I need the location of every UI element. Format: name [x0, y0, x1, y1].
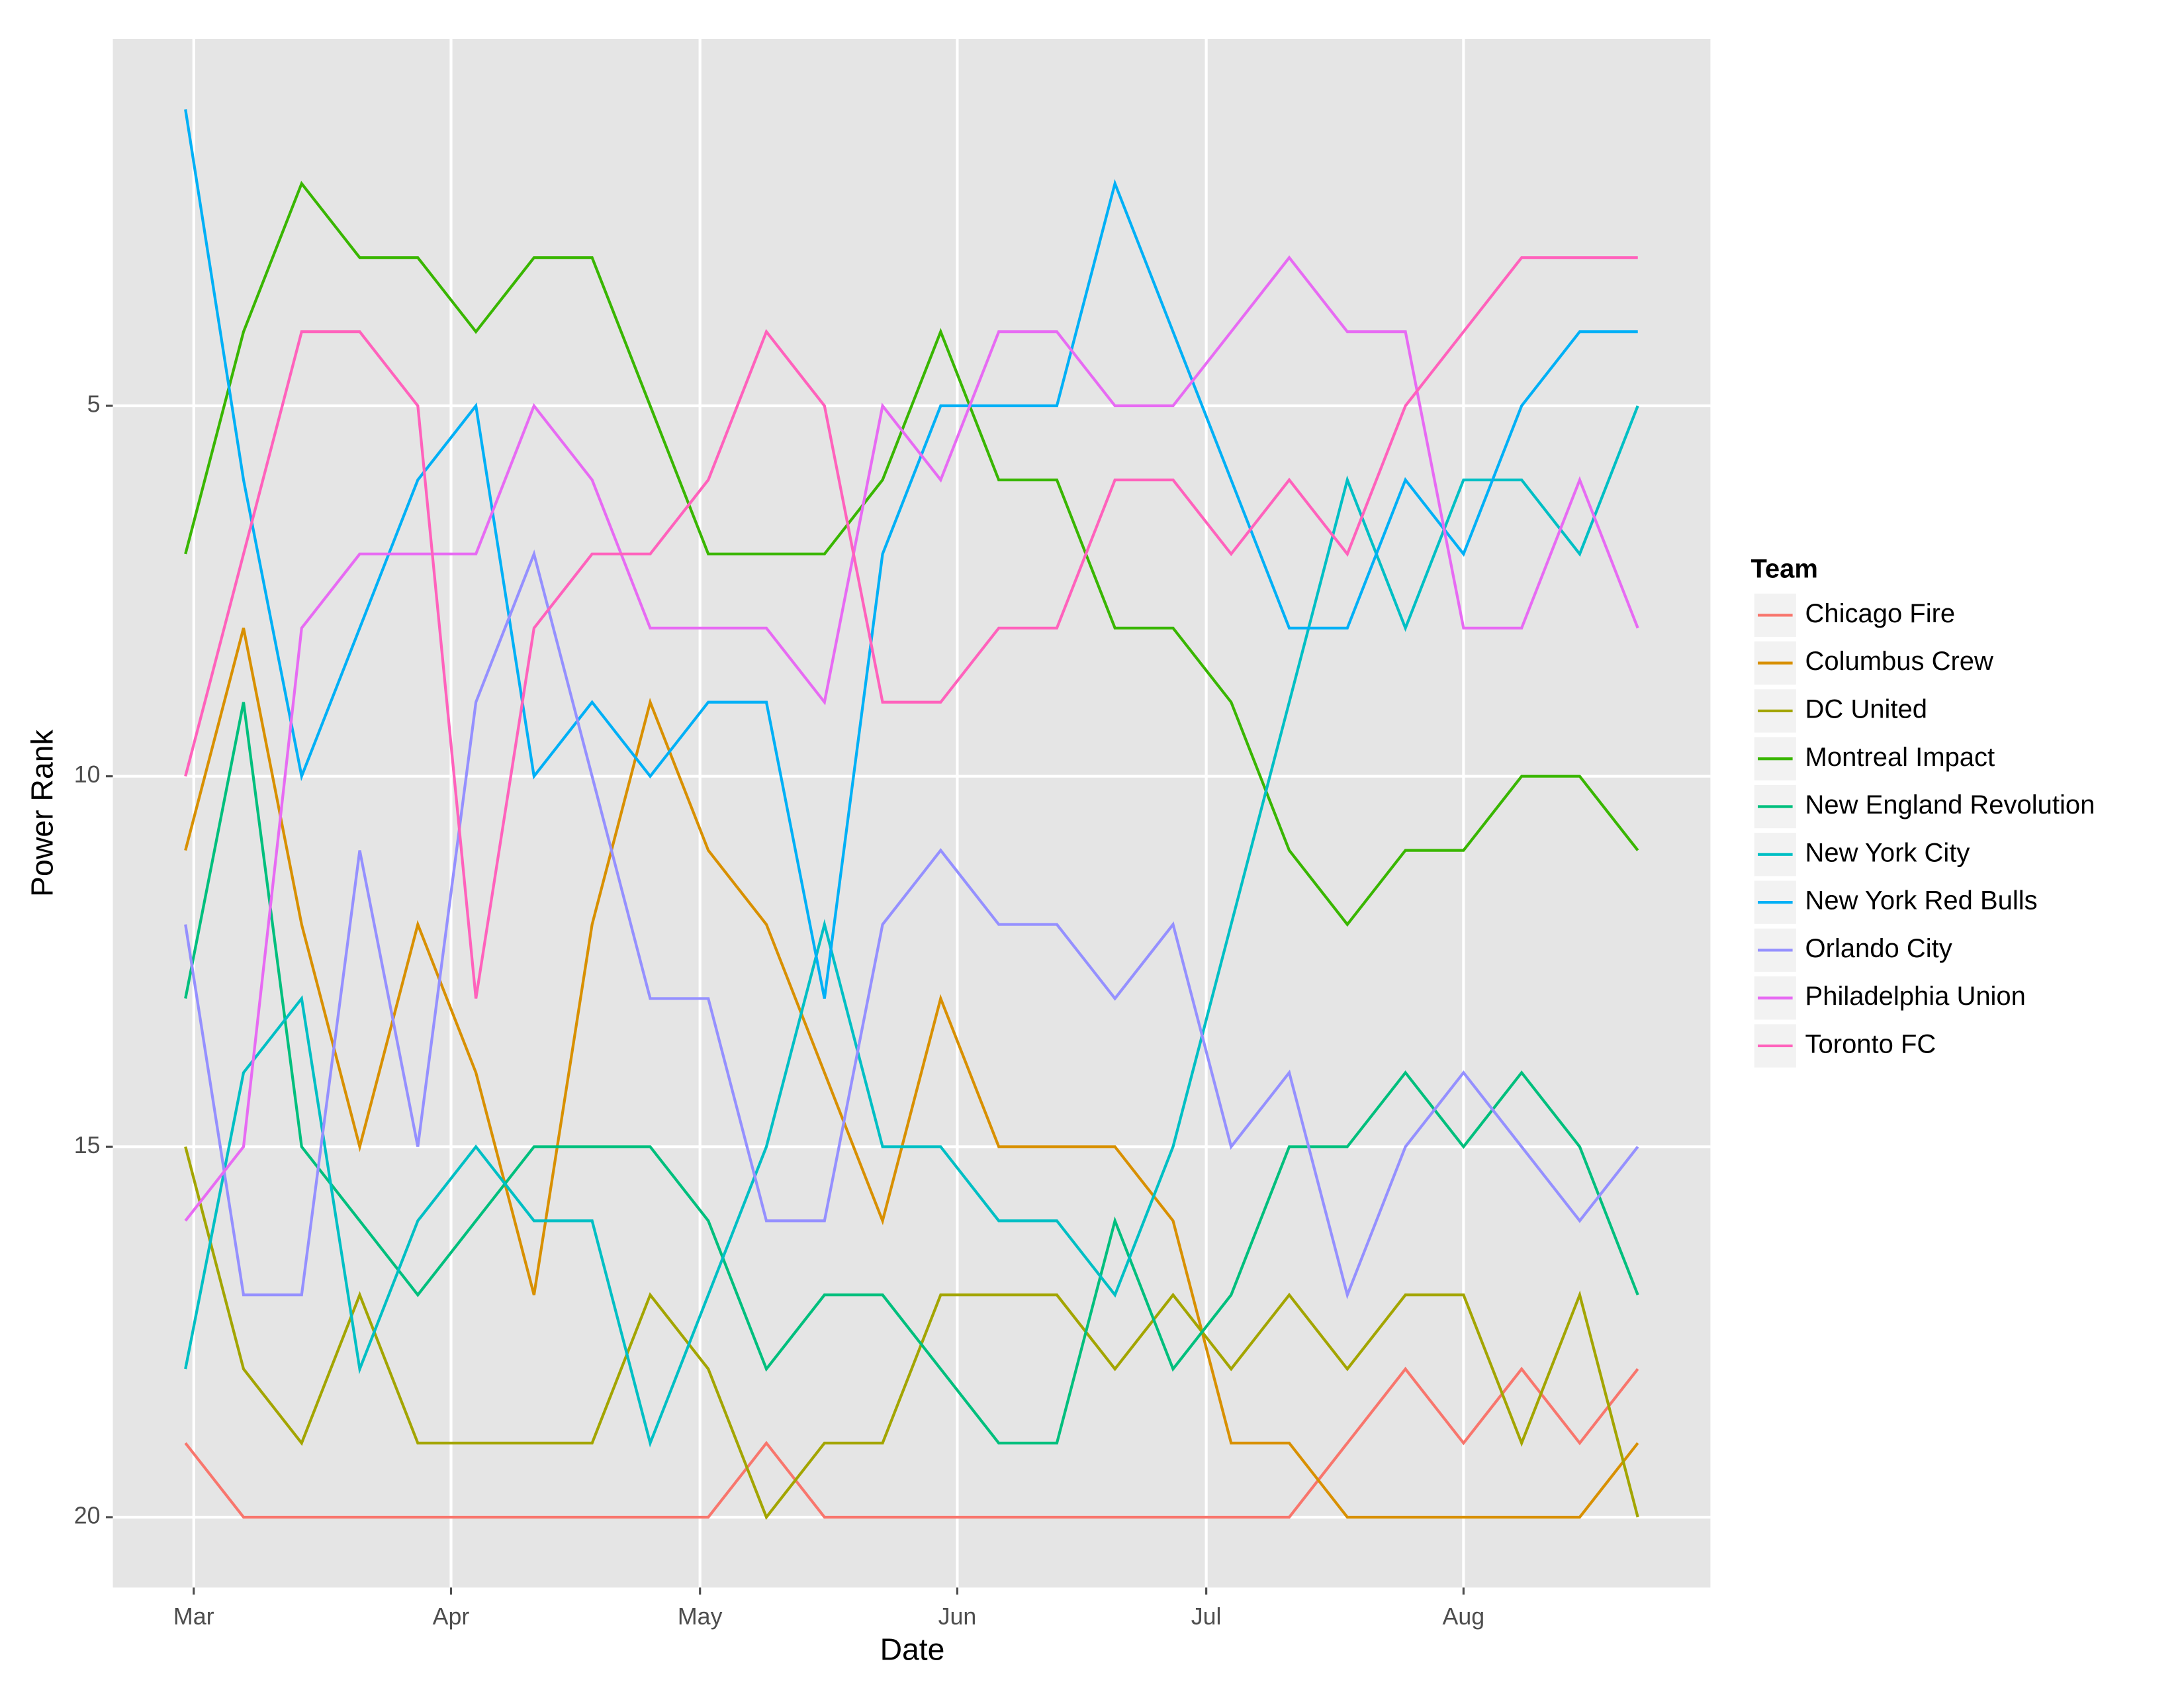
series-line	[184, 628, 1639, 1519]
legend-label: DC United	[1805, 694, 1927, 724]
legend-title: Team	[1751, 554, 1817, 583]
y-tick-label: 10	[74, 761, 101, 788]
series-line	[184, 109, 1638, 999]
panel	[113, 39, 1711, 1588]
series-line	[184, 405, 1639, 1448]
x-tick-label: Jul	[1191, 1603, 1222, 1630]
y-tick-label: 20	[74, 1502, 101, 1528]
legend-label: Columbus Crew	[1805, 647, 1993, 676]
x-tick-label: Apr	[433, 1603, 470, 1630]
legend-label: Chicago Fire	[1805, 599, 1956, 628]
x-tick-label: Jun	[938, 1603, 977, 1630]
legend-label: New York Red Bulls	[1805, 886, 2038, 915]
series-line	[184, 255, 1639, 1222]
x-tick-label: May	[678, 1603, 723, 1630]
legend-label: Toronto FC	[1805, 1029, 1936, 1058]
legend-label: Montreal Impact	[1805, 743, 1995, 772]
y-axis-title: Power Rank	[25, 729, 60, 897]
legend-label: Orlando City	[1805, 934, 1952, 963]
legend-label: New England Revolution	[1805, 790, 2095, 820]
x-tick-label: Mar	[173, 1603, 214, 1630]
series-line	[184, 181, 1639, 927]
x-tick-label: Aug	[1443, 1603, 1485, 1630]
series-line	[184, 702, 1639, 1445]
series-line	[184, 256, 1638, 999]
x-axis-title: Date	[880, 1632, 945, 1666]
series-line	[184, 1366, 1639, 1519]
y-tick-label: 15	[74, 1132, 101, 1158]
y-tick-label: 5	[87, 391, 101, 417]
legend-label: New York City	[1805, 838, 1970, 867]
series-line	[184, 549, 1639, 1299]
series-line	[184, 1146, 1639, 1521]
legend-label: Philadelphia Union	[1805, 982, 2026, 1011]
